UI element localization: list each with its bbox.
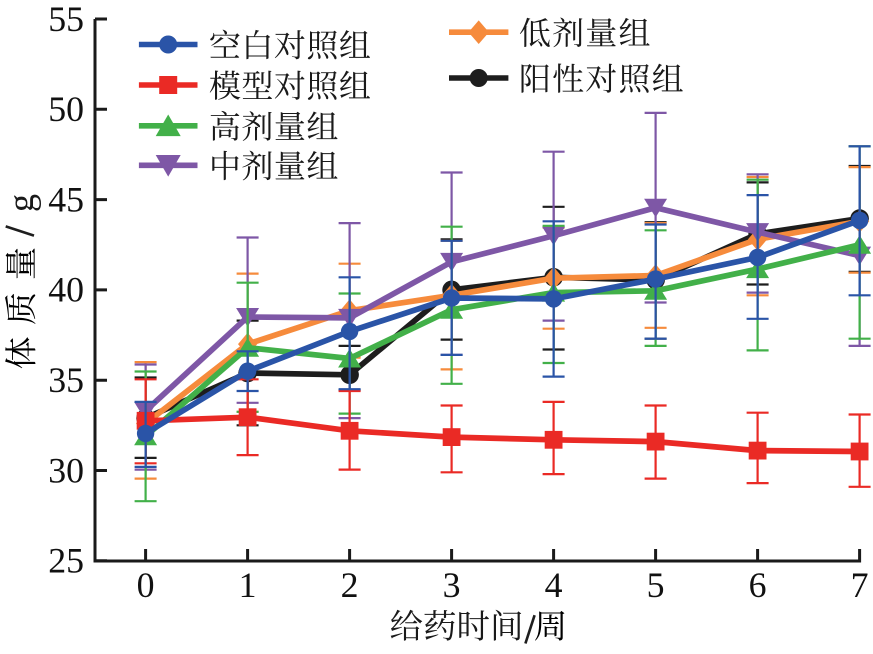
svg-text:g: g [0, 194, 41, 212]
svg-text:25: 25 [48, 541, 84, 581]
svg-text:50: 50 [48, 89, 84, 129]
svg-text:40: 40 [48, 270, 84, 310]
svg-text:45: 45 [48, 179, 84, 219]
svg-text:35: 35 [48, 360, 84, 400]
svg-text:2: 2 [341, 565, 359, 605]
svg-text:4: 4 [545, 565, 563, 605]
svg-text:55: 55 [48, 0, 84, 39]
svg-text:5: 5 [647, 565, 665, 605]
svg-text:0: 0 [137, 565, 155, 605]
svg-text:6: 6 [749, 565, 767, 605]
svg-text:3: 3 [443, 565, 461, 605]
svg-text:7: 7 [851, 565, 869, 605]
svg-text:30: 30 [48, 450, 84, 490]
svg-text:1: 1 [239, 565, 257, 605]
